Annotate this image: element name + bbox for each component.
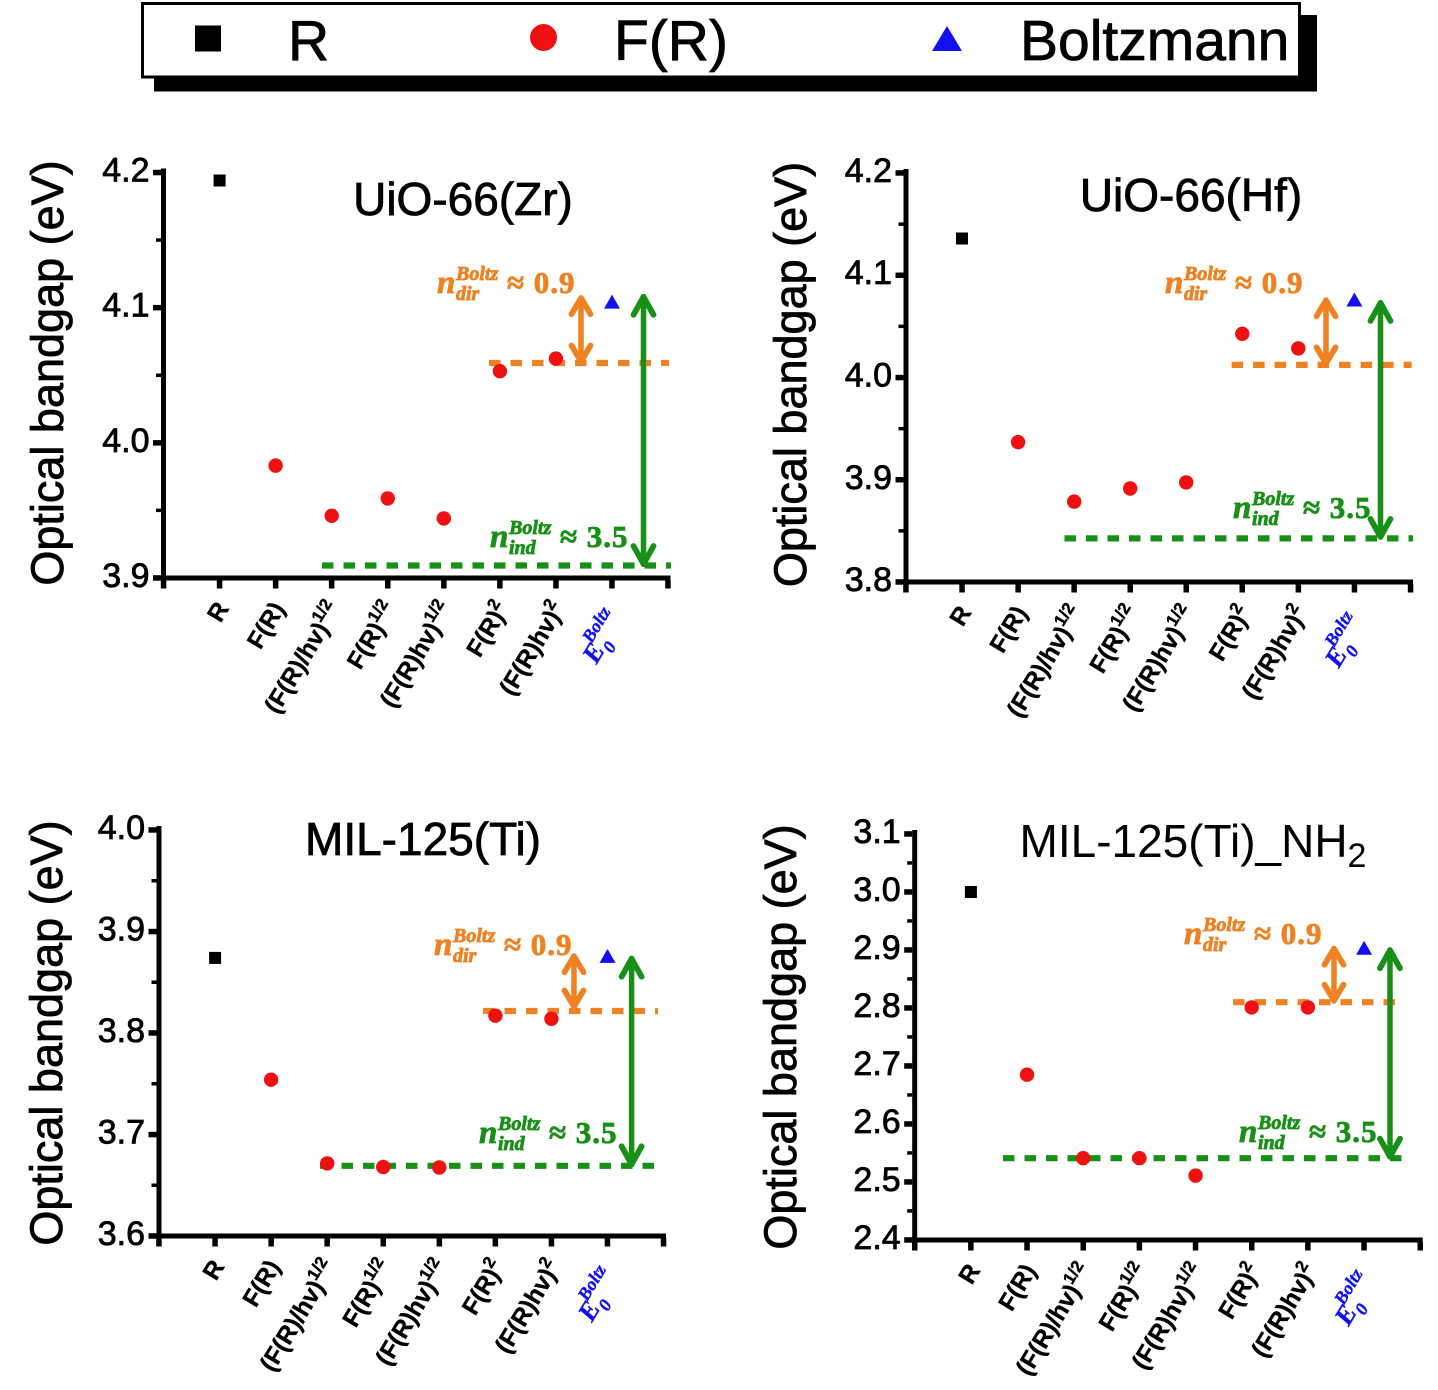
svg-text:dir: dir [1184,283,1208,305]
svg-text:3.9: 3.9 [845,459,892,497]
svg-text:≈ 0.9: ≈ 0.9 [504,927,573,962]
svg-text:≈ 3.5: ≈ 3.5 [560,519,629,554]
svg-text:Optical bandgap (eV): Optical bandgap (eV) [755,824,806,1249]
svg-text:n: n [490,519,508,555]
svg-text:dir: dir [1203,934,1227,956]
svg-text:≈ 3.5: ≈ 3.5 [549,1115,618,1150]
svg-text:n: n [1165,265,1183,301]
svg-text:n: n [434,927,452,963]
svg-text:dir: dir [456,283,480,305]
svg-text:Boltz: Boltz [1257,1112,1300,1134]
svg-text:Boltzmann: Boltzmann [1020,9,1289,73]
svg-text:3.6: 3.6 [98,1215,145,1253]
svg-text:4.1: 4.1 [102,287,149,325]
svg-text:MIL-125(Ti)_NH2: MIL-125(Ti)_NH2 [1020,815,1367,875]
svg-text:R: R [288,9,329,73]
svg-text:n: n [437,265,455,301]
svg-text:3.0: 3.0 [853,871,900,909]
svg-text:2.9: 2.9 [853,929,900,967]
svg-text:2.4: 2.4 [853,1219,900,1257]
svg-text:≈ 3.5: ≈ 3.5 [1303,490,1372,525]
svg-text:4.0: 4.0 [102,422,149,460]
svg-text:ind: ind [1252,508,1280,530]
svg-text:ind: ind [1258,1132,1286,1154]
svg-text:≈ 0.9: ≈ 0.9 [1235,265,1304,300]
svg-text:ind: ind [509,537,537,559]
svg-text:4.2: 4.2 [102,152,149,190]
svg-text:≈ 3.5: ≈ 3.5 [1309,1114,1378,1149]
svg-text:3.8: 3.8 [98,1012,145,1050]
svg-text:3.9: 3.9 [102,557,149,595]
svg-text:4.0: 4.0 [98,809,145,847]
svg-text:≈ 0.9: ≈ 0.9 [1254,916,1323,951]
svg-text:Boltz: Boltz [1251,488,1294,510]
svg-text:UiO-66(Zr): UiO-66(Zr) [353,173,573,225]
svg-text:Optical bandgap (eV): Optical bandgap (eV) [765,162,816,587]
svg-text:4.2: 4.2 [845,152,892,190]
svg-text:3.8: 3.8 [845,561,892,599]
svg-text:Boltz: Boltz [508,517,551,539]
svg-text:Boltz: Boltz [1202,914,1245,936]
svg-text:Optical bandgap (eV): Optical bandgap (eV) [22,160,73,585]
svg-text:2.6: 2.6 [853,1103,900,1141]
svg-text:ind: ind [498,1133,526,1155]
svg-text:2.7: 2.7 [853,1045,900,1083]
svg-text:Boltz: Boltz [497,1113,540,1135]
svg-text:Boltz: Boltz [455,263,498,285]
svg-text:3.7: 3.7 [98,1114,145,1152]
svg-text:2.5: 2.5 [853,1161,900,1199]
svg-text:Boltz: Boltz [1183,263,1226,285]
svg-text:Boltz: Boltz [452,925,495,947]
svg-text:dir: dir [453,945,477,967]
svg-text:4.1: 4.1 [845,254,892,292]
svg-text:3.9: 3.9 [98,911,145,949]
svg-text:F(R): F(R) [614,9,728,73]
svg-text:Optical bandgap (eV): Optical bandgap (eV) [21,820,72,1245]
svg-text:3.1: 3.1 [853,813,900,851]
svg-text:4.0: 4.0 [845,357,892,395]
svg-text:MIL-125(Ti): MIL-125(Ti) [305,813,541,865]
svg-text:2.8: 2.8 [853,987,900,1025]
svg-text:n: n [1233,490,1251,526]
svg-text:n: n [1184,916,1202,952]
svg-text:≈ 0.9: ≈ 0.9 [507,265,576,300]
svg-text:n: n [479,1115,497,1151]
svg-text:UiO-66(Hf): UiO-66(Hf) [1080,169,1302,221]
svg-text:n: n [1239,1114,1257,1150]
